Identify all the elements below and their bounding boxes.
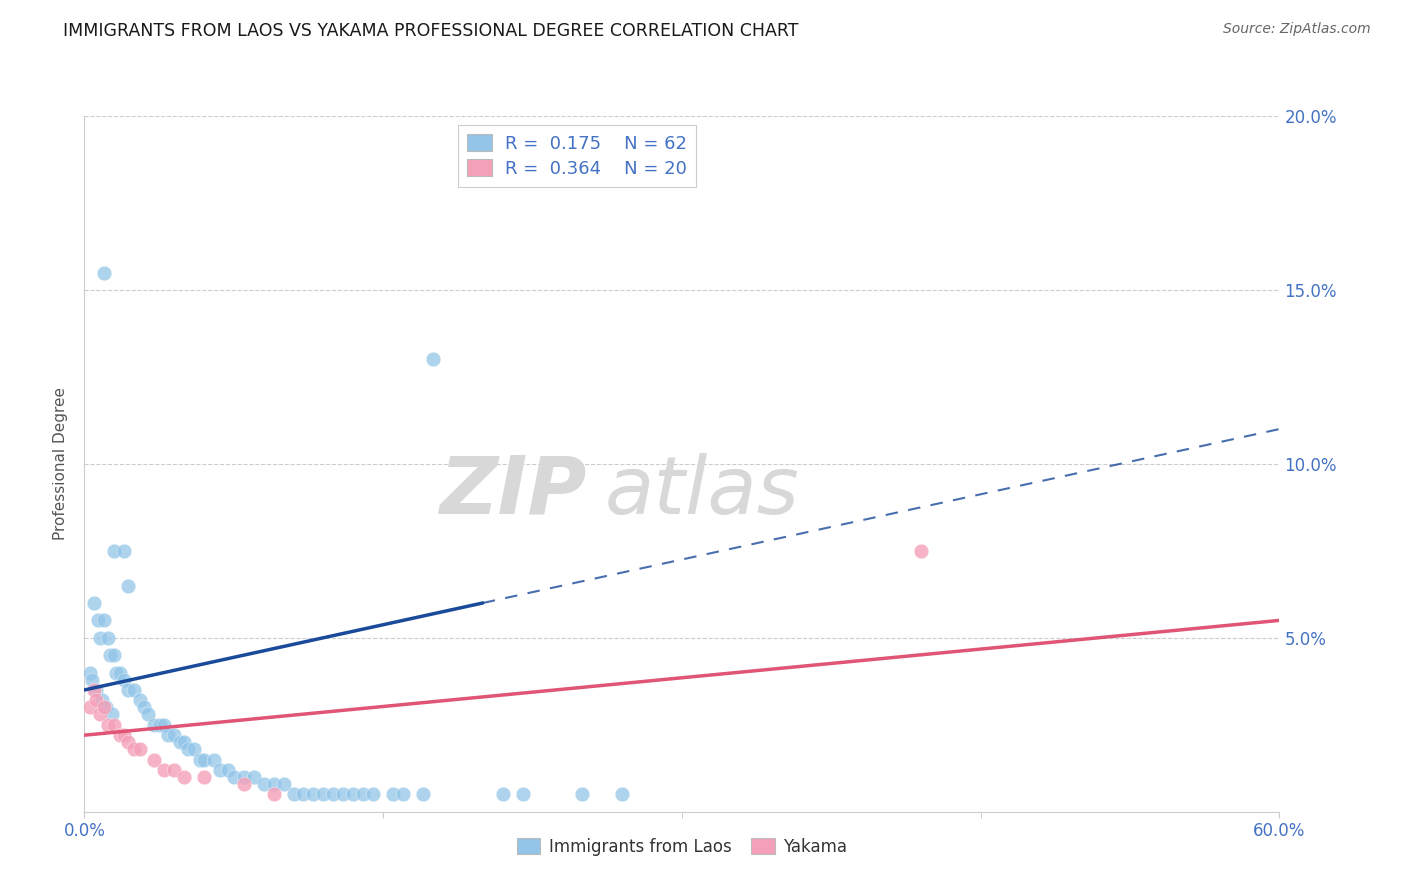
Point xyxy=(103,543,125,558)
Point xyxy=(79,700,101,714)
Point xyxy=(263,777,285,791)
Point xyxy=(302,788,325,801)
Point xyxy=(143,753,166,767)
Point xyxy=(98,648,121,662)
Point xyxy=(492,788,515,801)
Point xyxy=(242,770,264,784)
Point xyxy=(79,665,101,680)
Point xyxy=(153,763,176,777)
Point xyxy=(129,693,152,707)
Point xyxy=(193,770,215,784)
Point xyxy=(157,728,180,742)
Point xyxy=(412,788,434,801)
Point xyxy=(103,648,125,662)
Point xyxy=(110,728,132,742)
Point xyxy=(382,788,405,801)
Point xyxy=(89,707,111,722)
Point xyxy=(173,770,195,784)
Point xyxy=(83,683,105,698)
Point xyxy=(163,728,186,742)
Point xyxy=(83,596,105,610)
Point xyxy=(177,742,200,756)
Point xyxy=(93,700,115,714)
Point xyxy=(263,788,285,801)
Point xyxy=(253,777,276,791)
Point xyxy=(222,770,245,784)
Point xyxy=(129,742,152,756)
Point xyxy=(86,683,108,698)
Point xyxy=(132,700,156,714)
Point xyxy=(136,707,159,722)
Point xyxy=(232,770,254,784)
Point xyxy=(96,700,118,714)
Point xyxy=(571,788,593,801)
Point xyxy=(342,788,364,801)
Point xyxy=(361,788,384,801)
Point xyxy=(110,665,132,680)
Point xyxy=(112,543,135,558)
Point xyxy=(610,788,633,801)
Point xyxy=(292,788,315,801)
Point xyxy=(122,742,145,756)
Text: Source: ZipAtlas.com: Source: ZipAtlas.com xyxy=(1223,22,1371,37)
Point xyxy=(217,763,239,777)
Point xyxy=(322,788,344,801)
Text: atlas: atlas xyxy=(605,452,799,531)
Point xyxy=(93,266,115,280)
Point xyxy=(97,717,120,731)
Point xyxy=(117,578,139,592)
Point xyxy=(910,543,932,558)
Point xyxy=(149,717,172,731)
Point xyxy=(312,788,335,801)
Point xyxy=(163,763,186,777)
Point xyxy=(112,728,135,742)
Point xyxy=(283,788,305,801)
Point xyxy=(273,777,295,791)
Point xyxy=(86,693,108,707)
Point xyxy=(232,777,254,791)
Point xyxy=(392,788,415,801)
Point xyxy=(82,673,104,687)
Point xyxy=(117,735,139,749)
Text: IMMIGRANTS FROM LAOS VS YAKAMA PROFESSIONAL DEGREE CORRELATION CHART: IMMIGRANTS FROM LAOS VS YAKAMA PROFESSIO… xyxy=(63,22,799,40)
Point xyxy=(153,717,176,731)
Point xyxy=(89,631,111,645)
Text: ZIP: ZIP xyxy=(439,452,586,531)
Point xyxy=(169,735,191,749)
Point xyxy=(93,614,115,628)
Point xyxy=(97,631,120,645)
Y-axis label: Professional Degree: Professional Degree xyxy=(53,387,69,541)
Point xyxy=(173,735,195,749)
Point xyxy=(101,707,124,722)
Point xyxy=(143,717,166,731)
Point xyxy=(183,742,205,756)
Point xyxy=(422,352,444,367)
Point xyxy=(208,763,231,777)
Point xyxy=(122,683,145,698)
Point xyxy=(332,788,354,801)
Point xyxy=(105,665,128,680)
Point xyxy=(193,753,215,767)
Point xyxy=(112,673,135,687)
Point xyxy=(188,753,211,767)
Point xyxy=(512,788,534,801)
Legend: Immigrants from Laos, Yakama: Immigrants from Laos, Yakama xyxy=(510,831,853,863)
Point xyxy=(352,788,374,801)
Point xyxy=(117,683,139,698)
Point xyxy=(91,693,114,707)
Point xyxy=(202,753,225,767)
Point xyxy=(87,614,110,628)
Point xyxy=(103,717,125,731)
